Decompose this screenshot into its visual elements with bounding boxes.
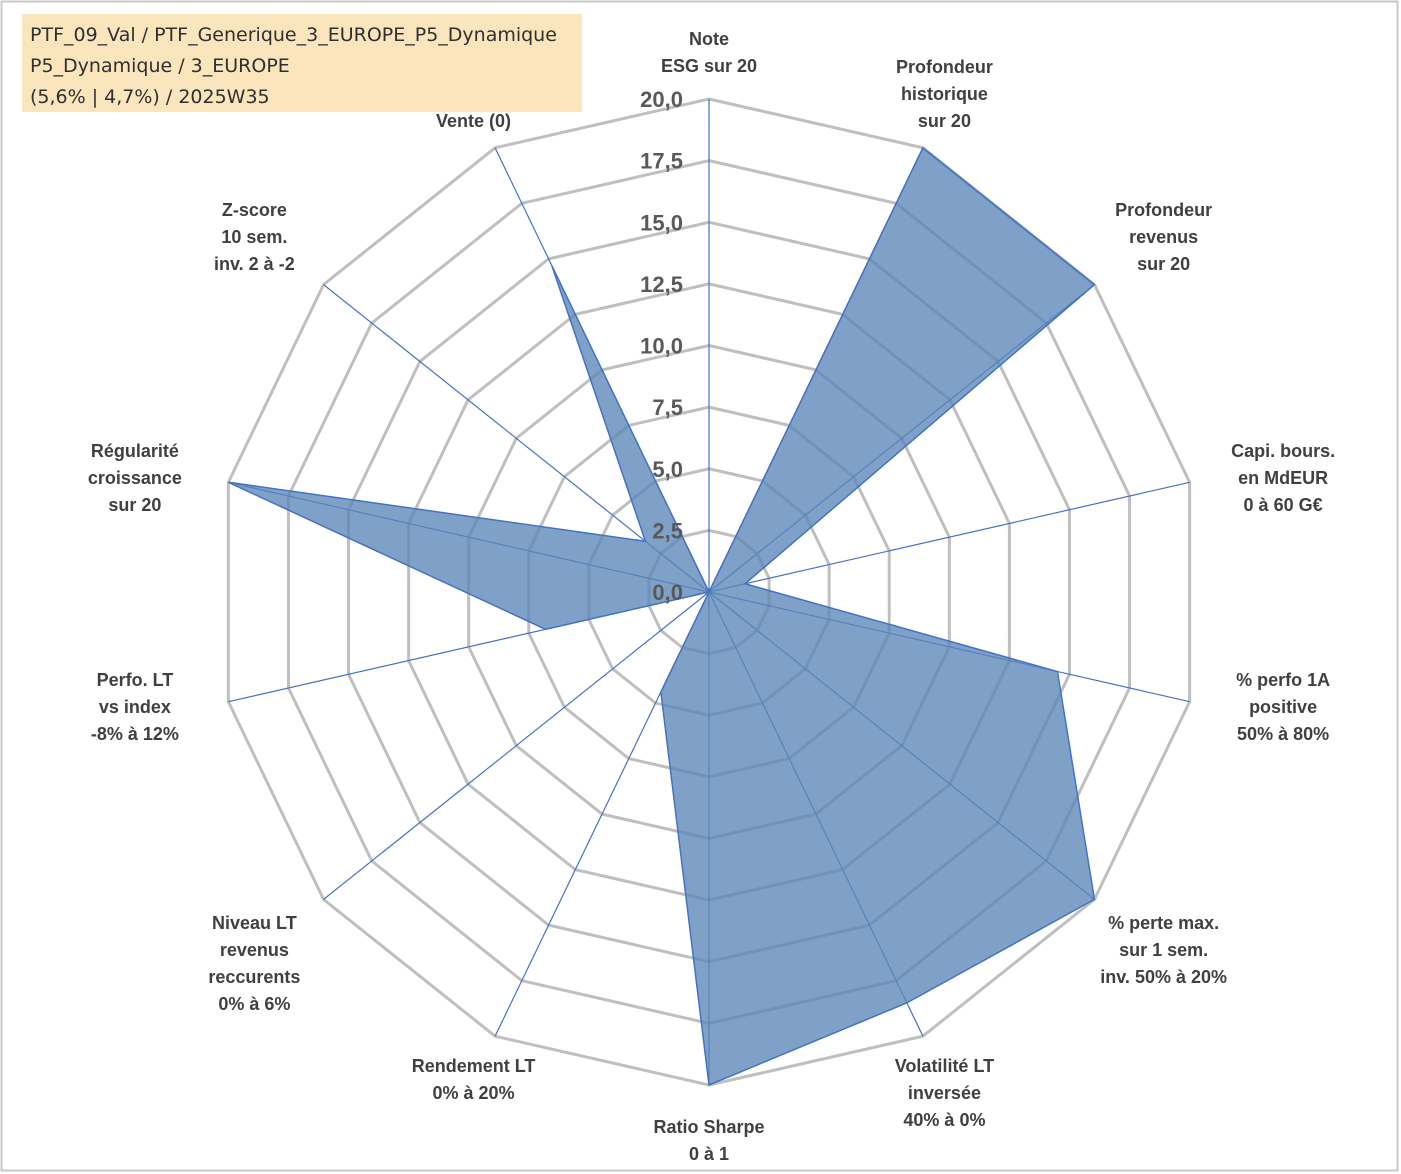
axis-label-line: Profondeur xyxy=(896,57,993,77)
tick-label: 17,5 xyxy=(640,149,683,174)
axis-label-line: sur 20 xyxy=(918,111,971,131)
axis-label-line: Volatilité LT xyxy=(895,1056,994,1076)
series-area xyxy=(228,146,1096,1087)
axis-label-line: sur 20 xyxy=(108,495,161,515)
axis-label-line: positive xyxy=(1249,697,1317,717)
axis-label-line: Rendement LT xyxy=(412,1056,536,1076)
axis-label-line: ESG sur 20 xyxy=(661,56,757,76)
axis-label-line: Niveau LT xyxy=(212,913,297,933)
radial-tick-labels: 0,0 2,5 5,0 7,5 10,0 12,5 15,0 17,5 20,0 xyxy=(640,87,683,605)
axis-label-line: % perfo 1A xyxy=(1236,670,1330,690)
axis-label-line: revenus xyxy=(1129,227,1198,247)
axis-label-line: Profondeur xyxy=(1115,200,1212,220)
portfolio-name-line: PTF_09_Val / PTF_Generique_3_EUROPE_P5_D… xyxy=(30,24,557,46)
axis-label-line: inversée xyxy=(908,1083,981,1103)
axis-label-line: reccurents xyxy=(208,967,300,987)
axis-label-line: Perfo. LT xyxy=(97,670,174,690)
axis-label: Rendement LT 0% à 20% xyxy=(412,1056,536,1103)
tick-label: 0,0 xyxy=(652,580,683,605)
axis-label-line: 0% à 20% xyxy=(433,1083,515,1103)
axis-label-line: % perte max. xyxy=(1108,913,1219,933)
axis-label-line: Capi. bours. xyxy=(1231,441,1335,461)
tick-label: 20,0 xyxy=(640,87,683,112)
axis-label: Régularité croissance sur 20 xyxy=(88,441,182,515)
axis-label-line: en MdEUR xyxy=(1238,468,1328,488)
performance-week-line: (5,6% | 4,7%) / 2025W35 xyxy=(30,86,270,108)
profile-line: P5_Dynamique / 3_EUROPE xyxy=(30,55,290,77)
axis-label-line: 0 à 1 xyxy=(689,1144,729,1164)
axis-label-line: sur 20 xyxy=(1137,254,1190,274)
axis-label-line: 40% à 0% xyxy=(903,1110,985,1130)
axis-label-line: 0 à 60 G€ xyxy=(1244,495,1323,515)
axis-label-line: -8% à 12% xyxy=(91,724,179,744)
axis-label-line: 50% à 80% xyxy=(1237,724,1329,744)
tick-label: 5,0 xyxy=(652,457,683,482)
axis-label: Volatilité LT inversée 40% à 0% xyxy=(895,1056,994,1130)
tick-label: 12,5 xyxy=(640,272,683,297)
axis-label-line: Note xyxy=(689,29,729,49)
axis-label: Profondeur historique sur 20 xyxy=(896,57,993,131)
axis-label-line: Z-score xyxy=(222,200,287,220)
tick-label: 10,0 xyxy=(640,334,683,359)
axis-label: Capi. bours. en MdEUR 0 à 60 G€ xyxy=(1231,441,1335,515)
axis-label-line: Vente (0) xyxy=(436,111,511,131)
axis-spoke xyxy=(323,591,710,900)
axis-label: Ratio Sharpe 0 à 1 xyxy=(653,1117,764,1164)
axis-label-line: Ratio Sharpe xyxy=(653,1117,764,1137)
axis-label: Z-score 10 sem. inv. 2 à -2 xyxy=(214,200,295,274)
axis-label: Note ESG sur 20 xyxy=(661,29,757,76)
axis-label-line: inv. 50% à 20% xyxy=(1100,967,1227,987)
axis-label-line: 10 sem. xyxy=(221,227,287,247)
axis-label: Niveau LT revenus reccurents 0% à 6% xyxy=(208,913,300,1014)
axis-label: Perfo. LT vs index -8% à 12% xyxy=(91,670,179,744)
axis-label: % perfo 1A positive 50% à 80% xyxy=(1236,670,1330,744)
radar-series xyxy=(228,146,1096,1087)
axis-label-line: 0% à 6% xyxy=(218,994,290,1014)
axis-label-line: historique xyxy=(901,84,988,104)
axis-spoke xyxy=(708,481,1190,593)
axis-label: % perte max. sur 1 sem. inv. 50% à 20% xyxy=(1100,913,1227,987)
portfolio-info-box: PTF_09_Val / PTF_Generique_3_EUROPE_P5_D… xyxy=(22,14,582,112)
tick-label: 7,5 xyxy=(652,395,683,420)
axis-label-line: Régularité xyxy=(91,441,179,461)
axis-label: Profondeur revenus sur 20 xyxy=(1115,200,1212,274)
tick-label: 2,5 xyxy=(652,518,683,543)
axis-label-line: sur 1 sem. xyxy=(1119,940,1208,960)
axis-label-line: inv. 2 à -2 xyxy=(214,254,295,274)
axis-label-line: vs index xyxy=(99,697,171,717)
axis-label-line: croissance xyxy=(88,468,182,488)
axis-label-line: revenus xyxy=(220,940,289,960)
tick-label: 15,0 xyxy=(640,210,683,235)
